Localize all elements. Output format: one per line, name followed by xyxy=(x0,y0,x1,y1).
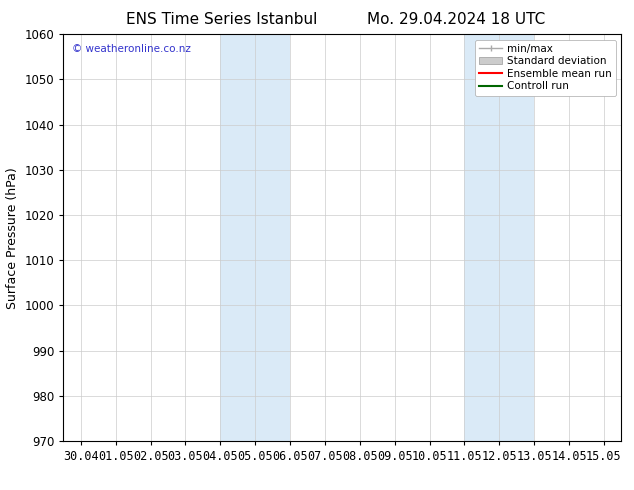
Text: ENS Time Series Istanbul: ENS Time Series Istanbul xyxy=(126,12,318,27)
Text: © weatheronline.co.nz: © weatheronline.co.nz xyxy=(72,45,191,54)
Bar xyxy=(464,34,534,441)
Legend: min/max, Standard deviation, Ensemble mean run, Controll run: min/max, Standard deviation, Ensemble me… xyxy=(475,40,616,96)
Text: Mo. 29.04.2024 18 UTC: Mo. 29.04.2024 18 UTC xyxy=(367,12,546,27)
Y-axis label: Surface Pressure (hPa): Surface Pressure (hPa) xyxy=(6,167,19,309)
Bar xyxy=(221,34,290,441)
